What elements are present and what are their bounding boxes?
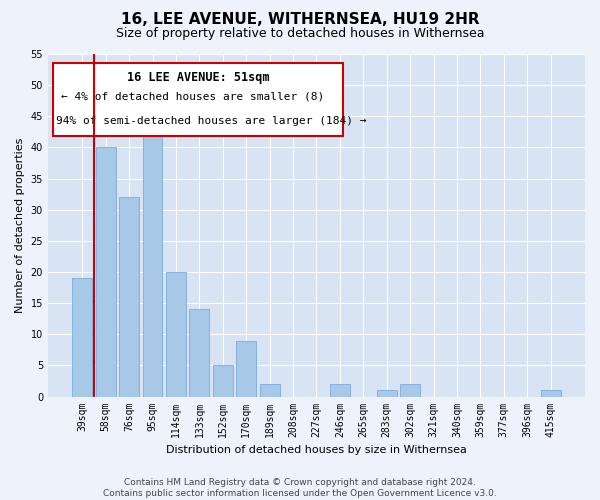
Bar [400, 384, 420, 396]
Bar [260, 384, 280, 396]
Bar [330, 384, 350, 396]
Text: 16 LEE AVENUE: 51sqm: 16 LEE AVENUE: 51sqm [127, 71, 269, 84]
Bar [166, 272, 186, 396]
Text: Size of property relative to detached houses in Withernsea: Size of property relative to detached ho… [116, 28, 484, 40]
Text: ← 4% of detached houses are smaller (8): ← 4% of detached houses are smaller (8) [61, 92, 325, 102]
FancyBboxPatch shape [53, 62, 343, 136]
Bar [190, 310, 209, 396]
Text: Contains HM Land Registry data © Crown copyright and database right 2024.
Contai: Contains HM Land Registry data © Crown c… [103, 478, 497, 498]
X-axis label: Distribution of detached houses by size in Withernsea: Distribution of detached houses by size … [166, 445, 467, 455]
Bar [541, 390, 560, 396]
Text: 94% of semi-detached houses are larger (184) →: 94% of semi-detached houses are larger (… [56, 116, 367, 126]
Bar [119, 198, 139, 396]
Text: 16, LEE AVENUE, WITHERNSEA, HU19 2HR: 16, LEE AVENUE, WITHERNSEA, HU19 2HR [121, 12, 479, 28]
Bar [73, 278, 92, 396]
Y-axis label: Number of detached properties: Number of detached properties [15, 138, 25, 313]
Bar [377, 390, 397, 396]
Bar [96, 148, 116, 396]
Bar [236, 340, 256, 396]
Bar [213, 366, 233, 396]
Bar [143, 110, 163, 397]
